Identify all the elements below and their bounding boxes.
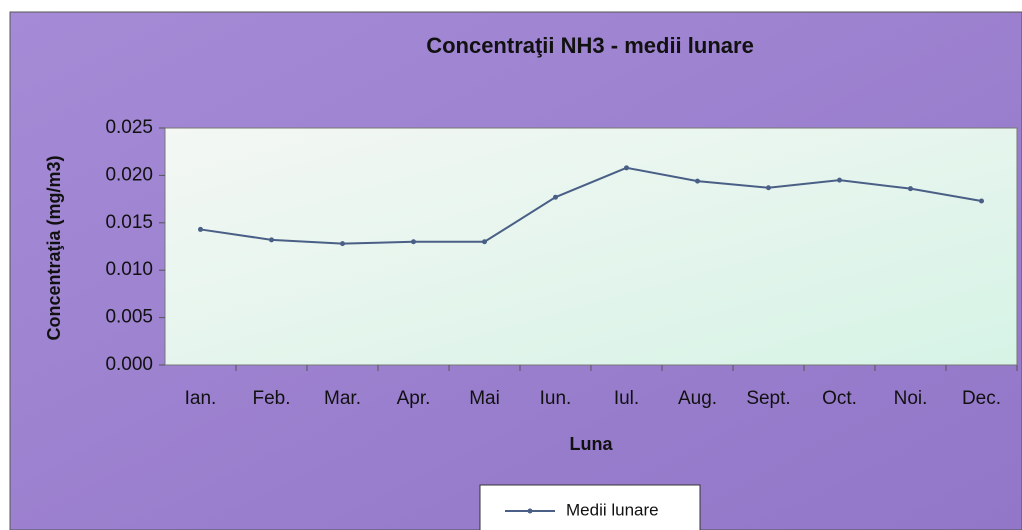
plot-area: [164, 127, 1018, 366]
x-tick-label: Mai: [469, 388, 500, 409]
point: [837, 177, 842, 183]
x-tick-label: Aug.: [678, 388, 717, 409]
x-tick-label: Iun.: [540, 388, 572, 409]
y-tick-label: 0.015: [105, 212, 153, 233]
point: [553, 194, 558, 200]
x-tick-label: Sept.: [746, 388, 790, 409]
x-tick-label: Mar.: [324, 388, 361, 409]
y-axis-label: Concentraţia (mg/m3): [44, 155, 64, 340]
point: [624, 165, 629, 171]
point: [340, 241, 345, 247]
x-tick-label: Noi.: [894, 388, 928, 409]
y-tick-label: 0.005: [105, 307, 153, 328]
x-tick-label: Feb.: [252, 388, 290, 409]
x-tick-label: Apr.: [397, 388, 431, 409]
point: [482, 239, 487, 245]
x-tick-label: Dec.: [962, 388, 1001, 409]
point: [695, 178, 700, 184]
point: [766, 185, 771, 191]
y-tick-label: 0.025: [105, 117, 153, 138]
chart-title: Concentraţii NH3 - medii lunare: [426, 33, 754, 58]
point: [979, 198, 984, 204]
y-tick-label: 0.000: [105, 354, 153, 375]
point: [269, 237, 274, 243]
point: [198, 226, 203, 232]
point: [411, 239, 416, 245]
x-tick-label: Oct.: [822, 388, 857, 409]
legend-label: Medii lunare: [566, 500, 659, 519]
point: [908, 186, 913, 192]
x-axis-label: Luna: [570, 434, 614, 454]
y-tick-label: 0.010: [105, 259, 153, 280]
legend-marker: [527, 508, 533, 514]
y-tick-label: 0.020: [105, 164, 153, 185]
line: [200, 166, 982, 245]
legend: [479, 484, 701, 530]
x-tick-label: Iul.: [614, 388, 639, 409]
x-tick-label: Ian.: [185, 388, 217, 409]
